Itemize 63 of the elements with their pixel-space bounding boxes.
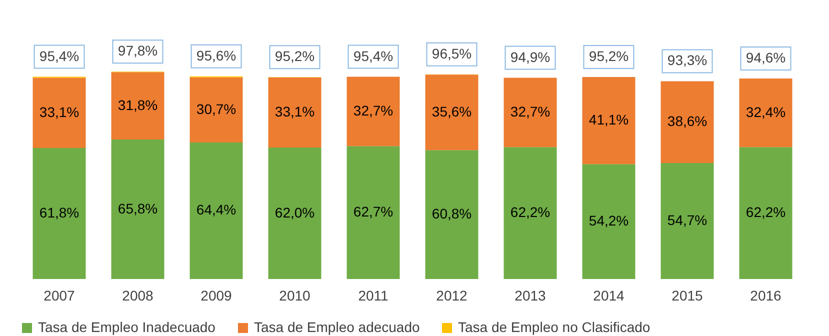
bar [268, 77, 322, 148]
total-label: 96,5% [432, 45, 472, 62]
bar [190, 142, 243, 279]
x-tick-label: 2011 [358, 288, 389, 304]
x-tick-label: 2013 [514, 288, 546, 304]
data-label: 32,7% [353, 102, 394, 118]
bar [111, 72, 164, 140]
bar [346, 146, 400, 279]
data-label: 54,2% [588, 212, 629, 229]
data-label: 62,7% [353, 204, 394, 220]
legend-label: Tasa de Empleo no Clasificado [458, 319, 650, 335]
x-tick-label: 2012 [436, 288, 468, 304]
bar [504, 147, 557, 279]
x-tick-label: 2007 [44, 288, 76, 304]
total-label: 94,9% [510, 48, 550, 65]
bar [425, 74, 478, 150]
data-label: 62,0% [274, 204, 315, 220]
total-label: 93,3% [667, 52, 708, 68]
data-label: 31,8% [118, 96, 158, 113]
data-label: 33,1% [274, 103, 315, 120]
total-label: 94,6% [746, 49, 786, 66]
bar [582, 164, 636, 279]
legend-label: Tasa de Empleo adecuado [254, 319, 420, 335]
data-label: 32,7% [510, 103, 550, 120]
total-label: 95,4% [353, 48, 394, 64]
data-label: 54,7% [667, 212, 708, 228]
data-label: 62,2% [510, 204, 550, 220]
bar [425, 150, 478, 279]
x-tick-label: 2008 [122, 288, 154, 304]
data-label: 64,4% [196, 202, 236, 218]
total-label: 97,8% [118, 42, 158, 59]
bar [582, 76, 636, 164]
data-label: 38,6% [667, 113, 708, 130]
x-tick-label: 2016 [750, 288, 782, 304]
bar [739, 147, 792, 279]
data-label: 32,4% [746, 104, 786, 120]
data-label: 41,1% [588, 112, 629, 128]
total-label: 95,2% [588, 48, 629, 64]
bar [111, 140, 164, 279]
bar [660, 163, 714, 279]
legend-label: Tasa de Empleo Inadecuado [38, 319, 216, 335]
x-tick-label: 2009 [200, 288, 232, 304]
bar [504, 78, 557, 148]
total-label: 95,6% [196, 47, 236, 64]
data-label: 62,2% [746, 204, 786, 220]
data-label: 60,8% [432, 206, 472, 222]
x-tick-label: 2015 [672, 288, 704, 304]
data-label: 35,6% [432, 103, 472, 120]
x-tick-label: 2010 [279, 288, 311, 304]
bar [346, 76, 400, 146]
bar [32, 148, 86, 279]
data-label: 61,8% [39, 204, 80, 220]
bar [32, 78, 86, 148]
data-label: 65,8% [118, 200, 158, 216]
x-tick-label: 2014 [593, 288, 625, 304]
data-label: 30,7% [196, 100, 236, 117]
total-label: 95,2% [274, 48, 315, 64]
bar [739, 78, 792, 148]
bar [660, 81, 714, 164]
bar [190, 77, 243, 142]
data-label: 33,1% [39, 104, 80, 120]
total-label: 95,4% [39, 48, 80, 64]
bar [268, 148, 322, 279]
